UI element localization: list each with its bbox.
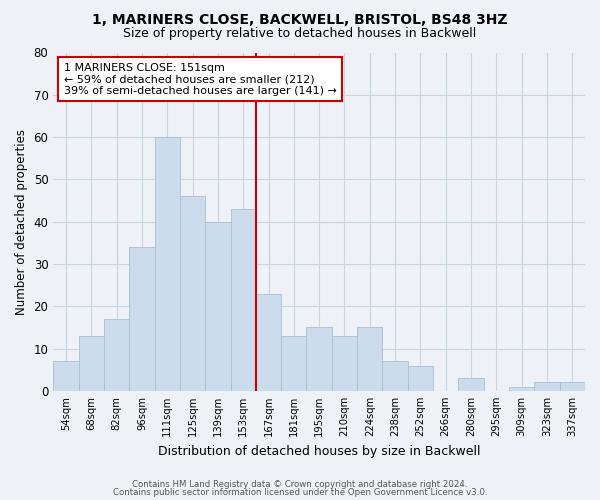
X-axis label: Distribution of detached houses by size in Backwell: Distribution of detached houses by size … (158, 444, 481, 458)
Bar (155, 137, 180, 391)
Bar (79, 336, 104, 391)
Bar (230, 209, 256, 391)
Text: Contains public sector information licensed under the Open Government Licence v3: Contains public sector information licen… (113, 488, 487, 497)
Bar (332, 336, 357, 391)
Text: 1, MARINERS CLOSE, BACKWELL, BRISTOL, BS48 3HZ: 1, MARINERS CLOSE, BACKWELL, BRISTOL, BS… (92, 12, 508, 26)
Bar (509, 386, 535, 391)
Bar (180, 196, 205, 391)
Y-axis label: Number of detached properties: Number of detached properties (15, 128, 28, 314)
Bar (281, 336, 307, 391)
Bar (408, 366, 433, 391)
Bar (205, 222, 230, 391)
Bar (256, 294, 281, 391)
Bar (129, 247, 155, 391)
Text: Size of property relative to detached houses in Backwell: Size of property relative to detached ho… (124, 28, 476, 40)
Bar (307, 328, 332, 391)
Bar (535, 382, 560, 391)
Bar (458, 378, 484, 391)
Text: 1 MARINERS CLOSE: 151sqm
← 59% of detached houses are smaller (212)
39% of semi-: 1 MARINERS CLOSE: 151sqm ← 59% of detach… (64, 62, 337, 96)
Bar (560, 382, 585, 391)
Bar (104, 319, 129, 391)
Bar (357, 328, 382, 391)
Bar (53, 362, 79, 391)
Bar (382, 362, 408, 391)
Text: Contains HM Land Registry data © Crown copyright and database right 2024.: Contains HM Land Registry data © Crown c… (132, 480, 468, 489)
